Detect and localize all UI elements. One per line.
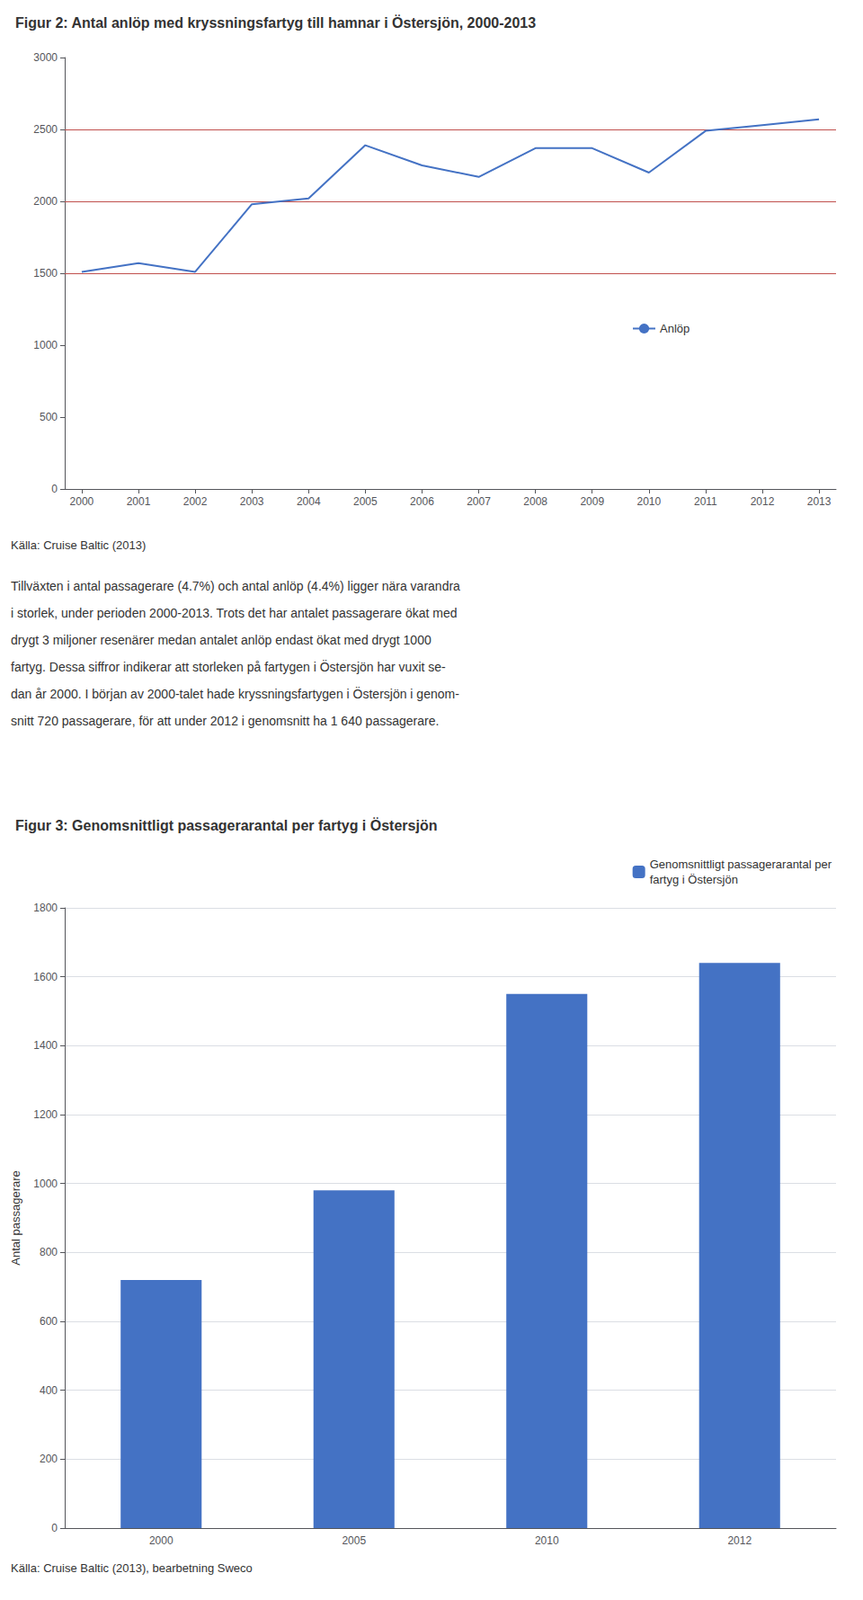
svg-text:2010: 2010 (534, 1534, 560, 1548)
svg-text:2000: 2000 (33, 195, 58, 208)
svg-text:1000: 1000 (33, 1177, 58, 1191)
svg-text:2012: 2012 (750, 495, 775, 508)
svg-text:drygt 3 miljoner resenärer med: drygt 3 miljoner resenärer medan antalet… (10, 632, 432, 648)
svg-text:0: 0 (51, 1521, 58, 1535)
svg-text:2500: 2500 (33, 123, 58, 136)
svg-text:Genomsnittligt passagerarantal: Genomsnittligt passagerarantal per (649, 857, 833, 872)
svg-text:snitt 720 passagerare, för att: snitt 720 passagerare, för att under 201… (10, 713, 439, 729)
svg-text:2004: 2004 (296, 495, 321, 508)
svg-text:600: 600 (39, 1315, 58, 1328)
svg-text:2011: 2011 (693, 495, 718, 508)
svg-text:2001: 2001 (126, 495, 152, 508)
svg-text:400: 400 (39, 1384, 58, 1397)
svg-text:1200: 1200 (33, 1108, 58, 1122)
svg-text:800: 800 (39, 1245, 58, 1259)
svg-text:1000: 1000 (33, 338, 58, 352)
svg-text:2005: 2005 (341, 1534, 366, 1548)
svg-text:Källa: Cruise Baltic (2013), b: Källa: Cruise Baltic (2013), bearbetning… (10, 1561, 253, 1575)
svg-text:1400: 1400 (33, 1039, 58, 1052)
svg-text:200: 200 (39, 1452, 58, 1466)
svg-text:500: 500 (39, 410, 58, 424)
svg-text:0: 0 (51, 482, 58, 496)
svg-text:2005: 2005 (353, 495, 378, 508)
svg-text:Figur 3: Genomsnittligt passag: Figur 3: Genomsnittligt passagerarantal … (15, 817, 437, 834)
svg-text:Anlöp: Anlöp (659, 321, 690, 336)
svg-text:2002: 2002 (183, 495, 208, 508)
svg-text:1600: 1600 (33, 970, 58, 984)
svg-text:2000: 2000 (149, 1534, 174, 1548)
svg-text:Källa: Cruise Baltic (2013): Källa: Cruise Baltic (2013) (10, 538, 146, 552)
svg-text:dan år 2000. I början av 2000-: dan år 2000. I början av 2000-talet hade… (10, 685, 460, 702)
svg-text:1500: 1500 (33, 266, 58, 280)
svg-text:2006: 2006 (409, 495, 435, 508)
svg-text:2010: 2010 (636, 495, 661, 508)
svg-text:fartyg. Dessa siffror indikera: fartyg. Dessa siffror indikerar att stor… (10, 658, 446, 675)
svg-text:2013: 2013 (807, 495, 832, 508)
svg-text:3000: 3000 (33, 51, 58, 64)
svg-text:Tillväxten i antal passagerare: Tillväxten i antal passagerare (4.7%) oc… (10, 578, 461, 594)
svg-text:Figur 2: Antal anlöp med kryss: Figur 2: Antal anlöp med kryssningsfarty… (15, 14, 536, 31)
svg-text:fartyg i Östersjön: fartyg i Östersjön (649, 872, 739, 887)
svg-text:Antal passagerare: Antal passagerare (8, 1170, 23, 1266)
svg-text:i storlek, under perioden 2000: i storlek, under perioden 2000-2013. Tro… (10, 605, 458, 621)
svg-text:2012: 2012 (727, 1534, 752, 1548)
svg-text:2000: 2000 (70, 495, 95, 508)
svg-text:2009: 2009 (579, 495, 605, 508)
svg-text:2007: 2007 (466, 495, 491, 508)
svg-text:2008: 2008 (523, 495, 548, 508)
svg-text:2003: 2003 (240, 495, 265, 508)
svg-text:1800: 1800 (33, 901, 58, 915)
